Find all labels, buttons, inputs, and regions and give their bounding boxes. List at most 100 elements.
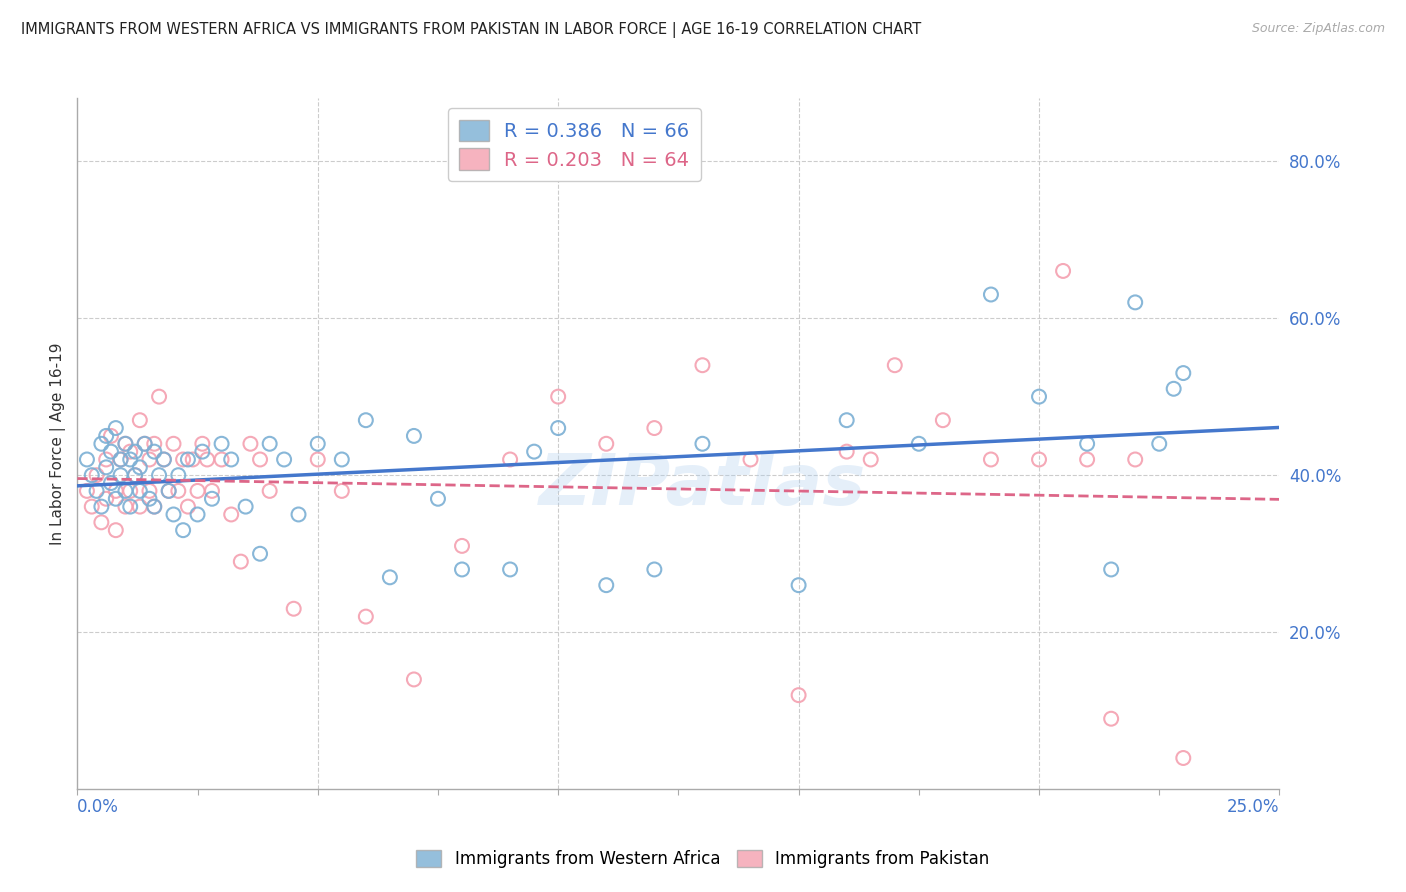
Point <box>835 413 858 427</box>
Point <box>104 483 127 498</box>
Point <box>427 491 450 506</box>
Point <box>157 483 180 498</box>
Point <box>187 508 209 522</box>
Point <box>177 500 200 514</box>
Point <box>595 437 617 451</box>
Point <box>138 491 160 506</box>
Y-axis label: In Labor Force | Age 16-19: In Labor Force | Age 16-19 <box>51 343 66 545</box>
Point <box>153 452 176 467</box>
Point <box>143 444 166 458</box>
Point <box>191 444 214 458</box>
Point <box>181 452 204 467</box>
Point <box>1099 712 1122 726</box>
Legend: Immigrants from Western Africa, Immigrants from Pakistan: Immigrants from Western Africa, Immigran… <box>409 843 997 875</box>
Point <box>148 468 170 483</box>
Point <box>128 483 150 498</box>
Point <box>980 287 1002 301</box>
Point <box>143 500 166 514</box>
Point <box>1099 562 1122 576</box>
Point <box>134 437 156 451</box>
Point <box>1123 295 1146 310</box>
Text: 25.0%: 25.0% <box>1227 798 1279 816</box>
Point <box>167 468 190 483</box>
Point <box>100 476 122 491</box>
Point <box>124 444 146 458</box>
Point <box>90 437 112 451</box>
Point <box>162 437 184 451</box>
Point <box>378 570 401 584</box>
Point <box>172 452 194 467</box>
Point <box>104 421 127 435</box>
Point <box>110 468 132 483</box>
Text: ZIPatlas: ZIPatlas <box>538 450 866 520</box>
Point <box>124 468 146 483</box>
Text: 0.0%: 0.0% <box>77 798 120 816</box>
Point <box>1052 264 1074 278</box>
Point <box>451 539 474 553</box>
Point <box>134 437 156 451</box>
Point <box>110 452 132 467</box>
Point <box>86 483 108 498</box>
Point <box>402 429 425 443</box>
Point <box>402 673 425 687</box>
Point <box>249 547 271 561</box>
Point <box>330 452 353 467</box>
Point <box>96 429 118 443</box>
Point <box>143 437 166 451</box>
Point <box>523 444 546 458</box>
Point <box>96 452 118 467</box>
Point <box>908 437 931 451</box>
Point <box>273 452 295 467</box>
Text: Source: ZipAtlas.com: Source: ZipAtlas.com <box>1251 22 1385 36</box>
Point <box>883 358 905 372</box>
Point <box>1163 382 1185 396</box>
Point <box>76 452 98 467</box>
Legend: R = 0.386   N = 66, R = 0.203   N = 64: R = 0.386 N = 66, R = 0.203 N = 64 <box>447 108 700 181</box>
Text: IMMIGRANTS FROM WESTERN AFRICA VS IMMIGRANTS FROM PAKISTAN IN LABOR FORCE | AGE : IMMIGRANTS FROM WESTERN AFRICA VS IMMIGR… <box>21 22 921 38</box>
Point <box>259 437 281 451</box>
Point <box>249 452 271 467</box>
Point <box>110 452 132 467</box>
Point <box>932 413 955 427</box>
Point <box>114 437 136 451</box>
Point <box>191 437 214 451</box>
Point <box>1123 452 1146 467</box>
Point <box>239 437 262 451</box>
Point <box>283 601 305 615</box>
Point <box>643 562 665 576</box>
Point <box>219 508 242 522</box>
Point <box>138 452 160 467</box>
Point <box>229 555 252 569</box>
Point <box>354 413 377 427</box>
Point <box>120 452 142 467</box>
Point <box>307 437 329 451</box>
Point <box>76 483 98 498</box>
Point <box>187 483 209 498</box>
Point <box>859 452 882 467</box>
Point <box>195 452 218 467</box>
Point <box>80 468 103 483</box>
Point <box>287 508 309 522</box>
Point <box>143 500 166 514</box>
Point <box>201 491 224 506</box>
Point <box>104 491 127 506</box>
Point <box>86 468 108 483</box>
Point <box>100 444 122 458</box>
Point <box>692 437 714 451</box>
Point <box>740 452 762 467</box>
Point <box>643 421 665 435</box>
Point <box>201 483 224 498</box>
Point <box>211 452 233 467</box>
Point <box>235 500 257 514</box>
Point <box>167 483 190 498</box>
Point <box>120 444 142 458</box>
Point <box>114 500 136 514</box>
Point <box>96 460 118 475</box>
Point <box>148 390 170 404</box>
Point <box>128 413 150 427</box>
Point <box>177 452 200 467</box>
Point <box>451 562 474 576</box>
Point <box>1173 366 1195 380</box>
Point <box>354 609 377 624</box>
Point <box>547 390 569 404</box>
